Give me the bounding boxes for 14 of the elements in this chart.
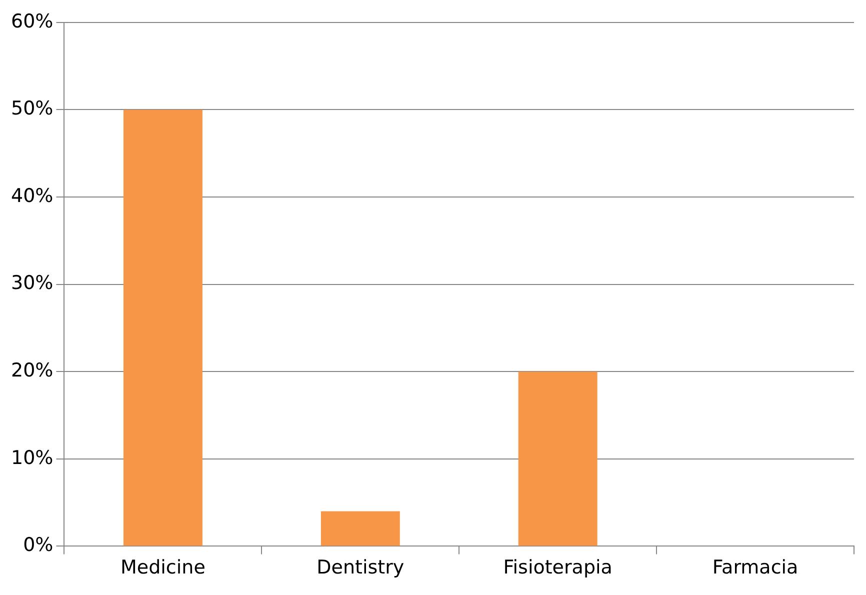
y-tick-label: 20% <box>10 360 54 382</box>
y-tick-label: 30% <box>10 272 54 294</box>
x-tick-label: Dentistry <box>316 556 404 579</box>
y-tick-label: 60% <box>10 10 54 32</box>
y-tick-label: 0% <box>23 534 54 556</box>
x-tick-label: Fisioterapia <box>503 556 612 579</box>
bar <box>518 372 598 546</box>
y-tick-label: 10% <box>10 446 54 469</box>
y-tick-label: 50% <box>10 98 54 120</box>
y-tick-label: 40% <box>10 184 54 207</box>
x-tick-label: Medicine <box>120 556 206 579</box>
bar <box>320 511 400 546</box>
bar <box>123 110 202 546</box>
x-tick-label: Farmacia <box>712 556 798 579</box>
